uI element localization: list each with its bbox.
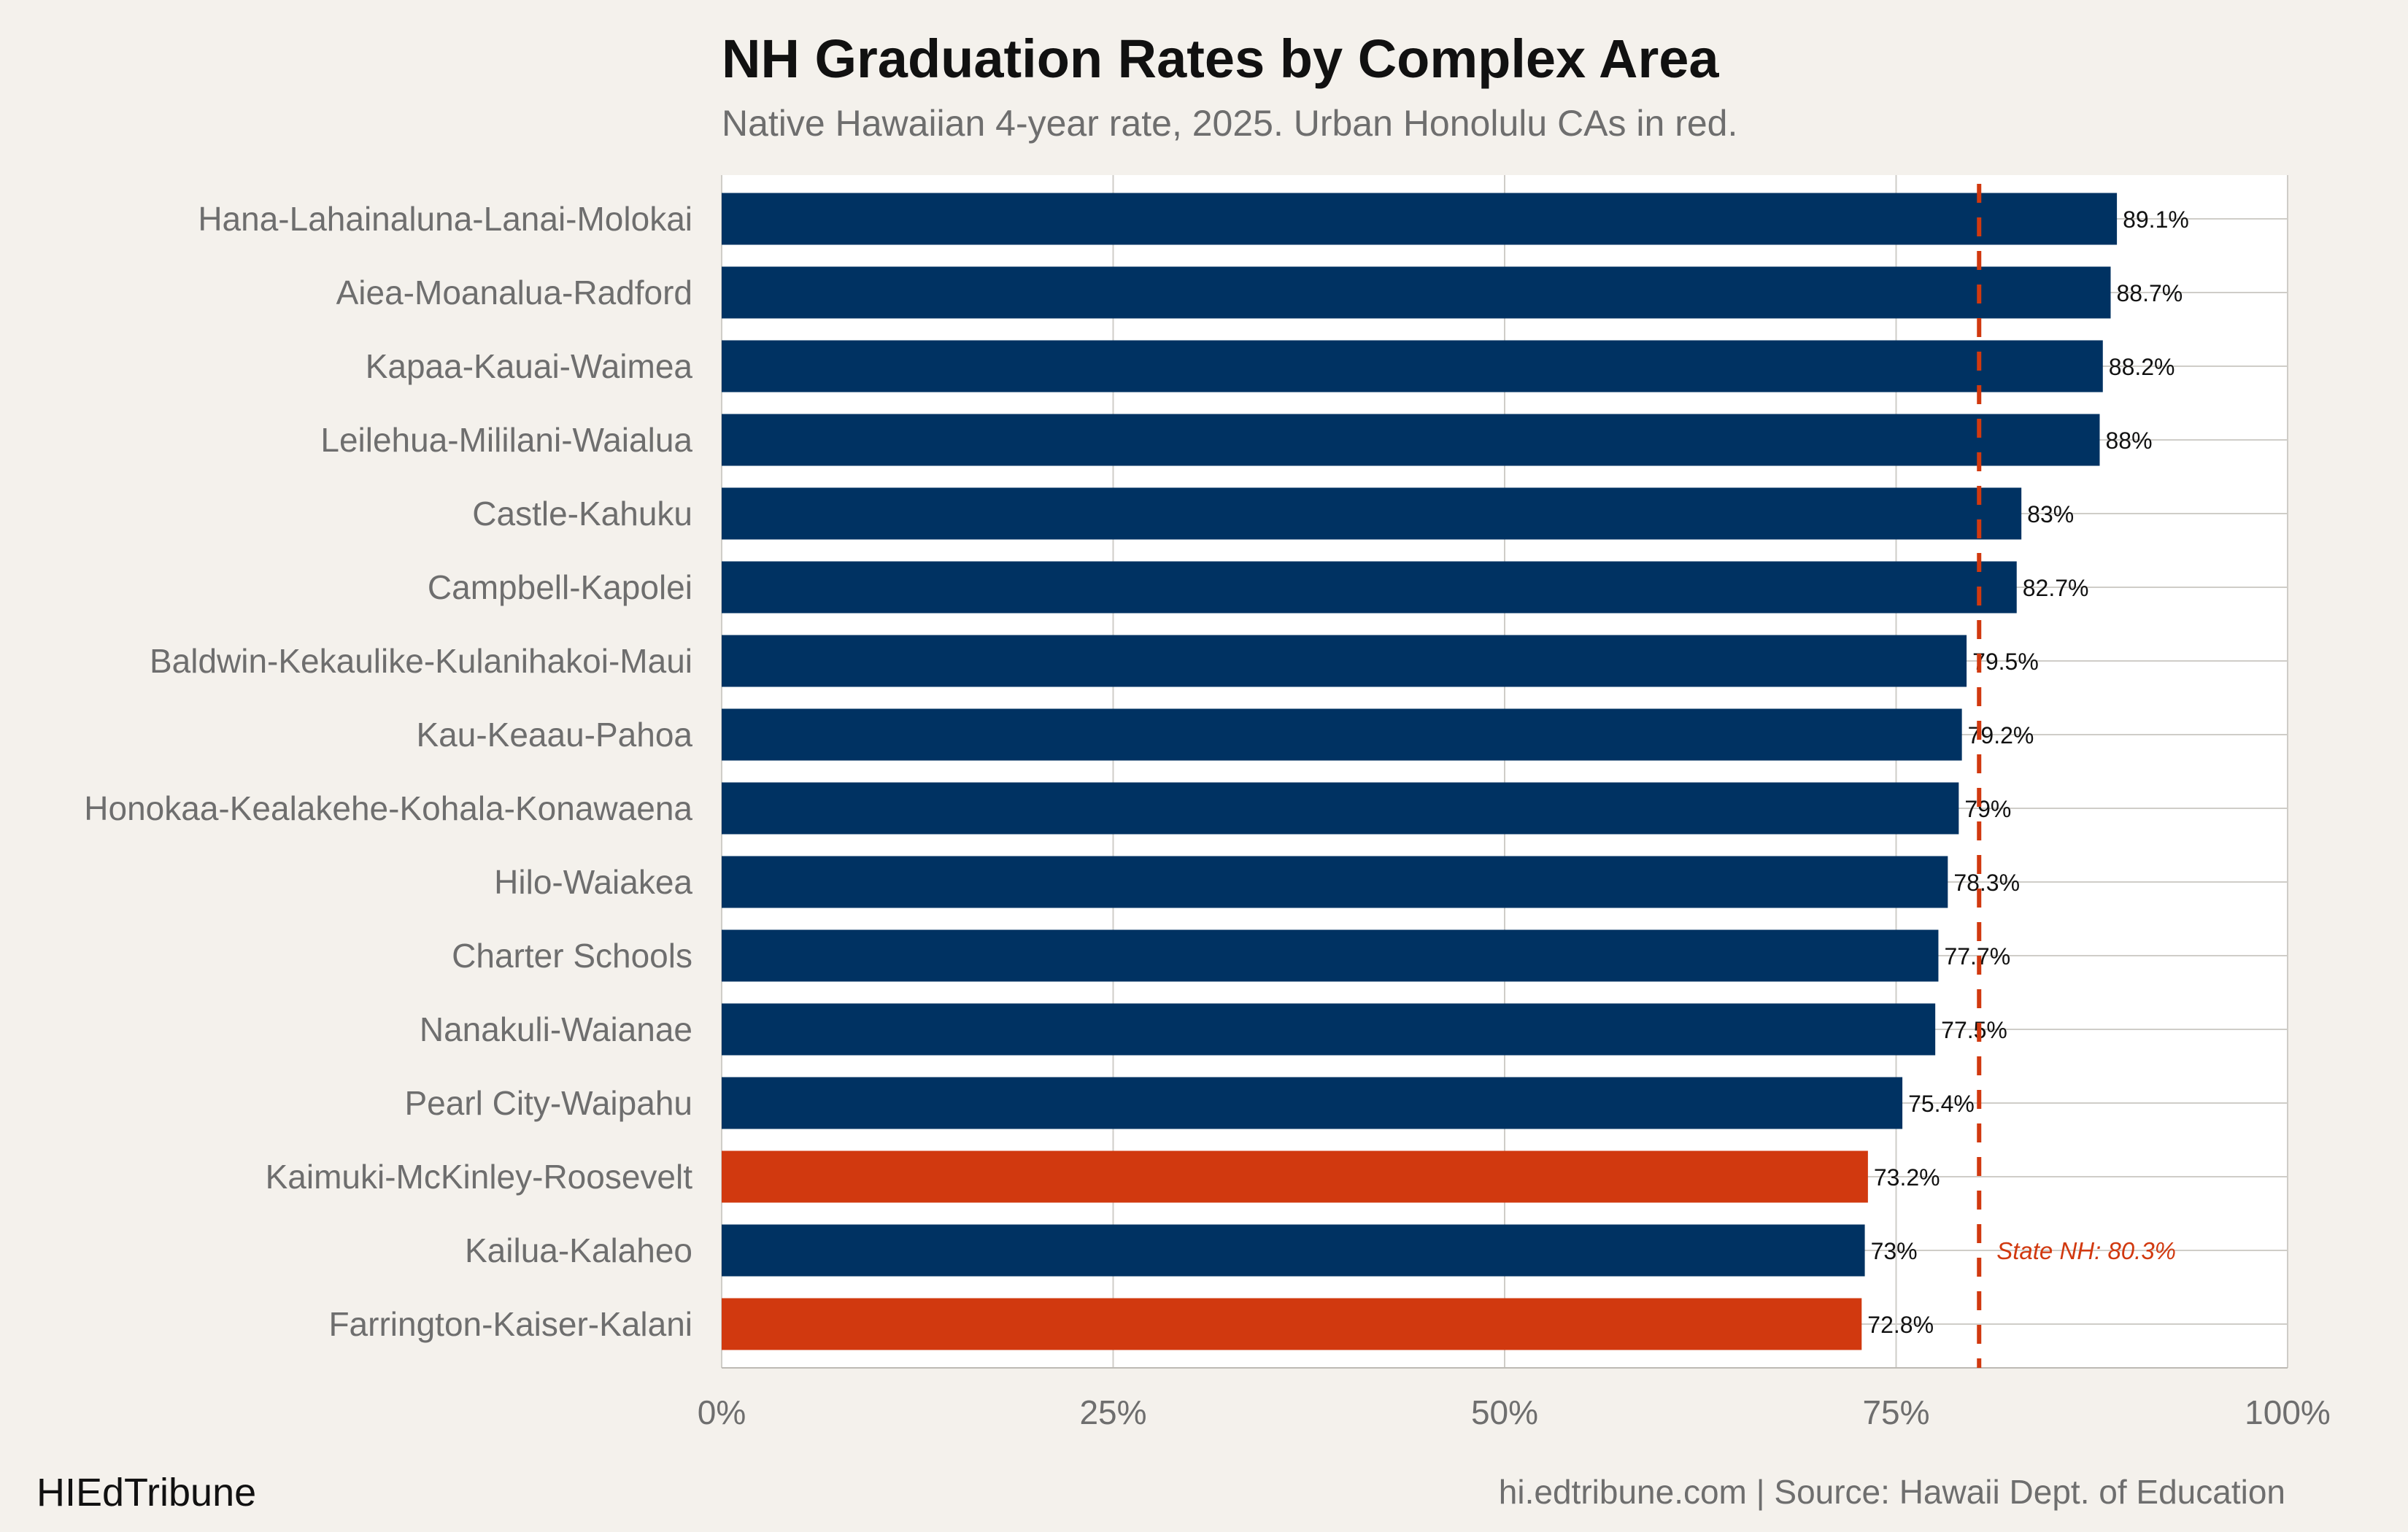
value-label: 82.7% [2023, 575, 2089, 601]
x-tick-label: 0% [698, 1393, 746, 1431]
category-label: Castle-Kahuku [472, 495, 692, 533]
value-label: 77.5% [1941, 1017, 2007, 1043]
source-note: hi.edtribune.com | Source: Hawaii Dept. … [1498, 1473, 2285, 1511]
bar [722, 708, 1962, 761]
chart-subtitle: Native Hawaiian 4-year rate, 2025. Urban… [722, 103, 1738, 144]
bar [722, 782, 1959, 835]
value-label: 79% [1964, 796, 2011, 822]
brand-logo-text: HIEdTribune [36, 1471, 257, 1514]
bar [722, 1077, 1903, 1129]
value-label: 88.7% [2117, 280, 2183, 306]
value-label: 73.2% [1874, 1164, 1940, 1191]
bar [722, 1003, 1936, 1056]
value-label: 79.5% [1972, 649, 2039, 675]
chart-title: NH Graduation Rates by Complex Area [722, 28, 1719, 89]
value-label: 78.3% [1953, 870, 2020, 896]
value-label: 89.1% [2123, 206, 2189, 233]
x-tick-label: 25% [1079, 1393, 1146, 1431]
category-label: Hana-Lahainaluna-Lanai-Molokai [198, 200, 692, 238]
category-label: Campbell-Kapolei [428, 568, 692, 606]
bar [722, 561, 2017, 614]
bar [722, 1150, 1868, 1203]
value-label: 72.8% [1867, 1312, 1934, 1338]
category-label: Honokaa-Kealakehe-Kohala-Konawaena [84, 789, 692, 827]
category-label: Farrington-Kaiser-Kalani [328, 1305, 692, 1343]
value-label: 88.2% [2109, 354, 2175, 380]
value-label: 75.4% [1908, 1091, 1975, 1117]
bar [722, 414, 2100, 466]
bar [722, 266, 2111, 319]
category-label: Pearl City-Waipahu [404, 1084, 692, 1122]
category-label: Nanakuli-Waianae [420, 1010, 692, 1048]
x-tick-label: 50% [1471, 1393, 1538, 1431]
category-label: Hilo-Waiakea [494, 863, 692, 901]
bar [722, 929, 1939, 982]
x-tick-label: 100% [2245, 1393, 2331, 1431]
category-label: Baldwin-Kekaulike-Kulanihakoi-Maui [150, 642, 692, 680]
category-label: Leilehua-Mililani-Waialua [320, 421, 692, 459]
value-label: 73% [1871, 1238, 1918, 1264]
bar [722, 1298, 1862, 1350]
bar [722, 635, 1967, 687]
category-label: Charter Schools [452, 937, 692, 975]
bar [722, 340, 2103, 392]
value-label: 83% [2027, 501, 2074, 527]
bar [722, 487, 2022, 540]
state-average-label: State NH: 80.3% [1996, 1237, 2176, 1264]
category-label: Kaimuki-McKinley-Roosevelt [266, 1158, 693, 1196]
category-label: Kapaa-Kauai-Waimea [366, 347, 693, 385]
bar [722, 193, 2118, 245]
x-tick-label: 75% [1862, 1393, 1929, 1431]
category-label: Aiea-Moanalua-Radford [336, 274, 692, 312]
category-label: Kau-Keaau-Pahoa [416, 716, 692, 754]
category-label: Kailua-Kalaheo [465, 1231, 692, 1269]
bar [722, 1224, 1865, 1277]
bar [722, 856, 1948, 908]
value-label: 88% [2105, 428, 2152, 454]
